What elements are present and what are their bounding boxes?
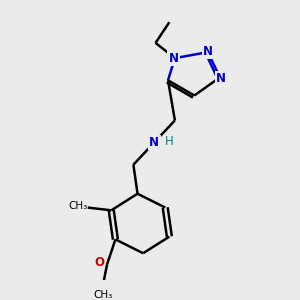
Text: CH₃: CH₃ — [93, 290, 112, 300]
Text: N: N — [203, 45, 213, 58]
Text: H: H — [165, 135, 174, 148]
Text: N: N — [169, 52, 178, 64]
Text: N: N — [149, 136, 159, 149]
Text: O: O — [94, 256, 104, 269]
Text: N: N — [216, 72, 226, 86]
Text: CH₃: CH₃ — [68, 201, 88, 211]
